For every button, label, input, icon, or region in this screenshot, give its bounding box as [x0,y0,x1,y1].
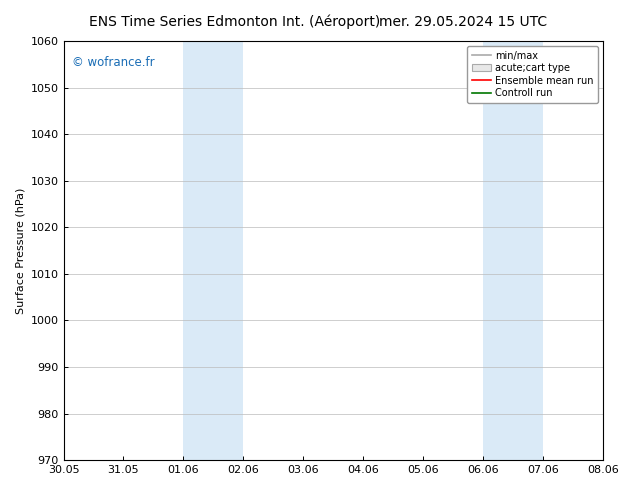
Text: ENS Time Series Edmonton Int. (Aéroport): ENS Time Series Edmonton Int. (Aéroport) [89,15,380,29]
Legend: min/max, acute;cart type, Ensemble mean run, Controll run: min/max, acute;cart type, Ensemble mean … [467,46,598,103]
Bar [483,41,543,460]
Text: © wofrance.fr: © wofrance.fr [72,56,154,69]
Text: mer. 29.05.2024 15 UTC: mer. 29.05.2024 15 UTC [378,15,547,29]
Bar [183,41,243,460]
Y-axis label: Surface Pressure (hPa): Surface Pressure (hPa) [15,187,25,314]
